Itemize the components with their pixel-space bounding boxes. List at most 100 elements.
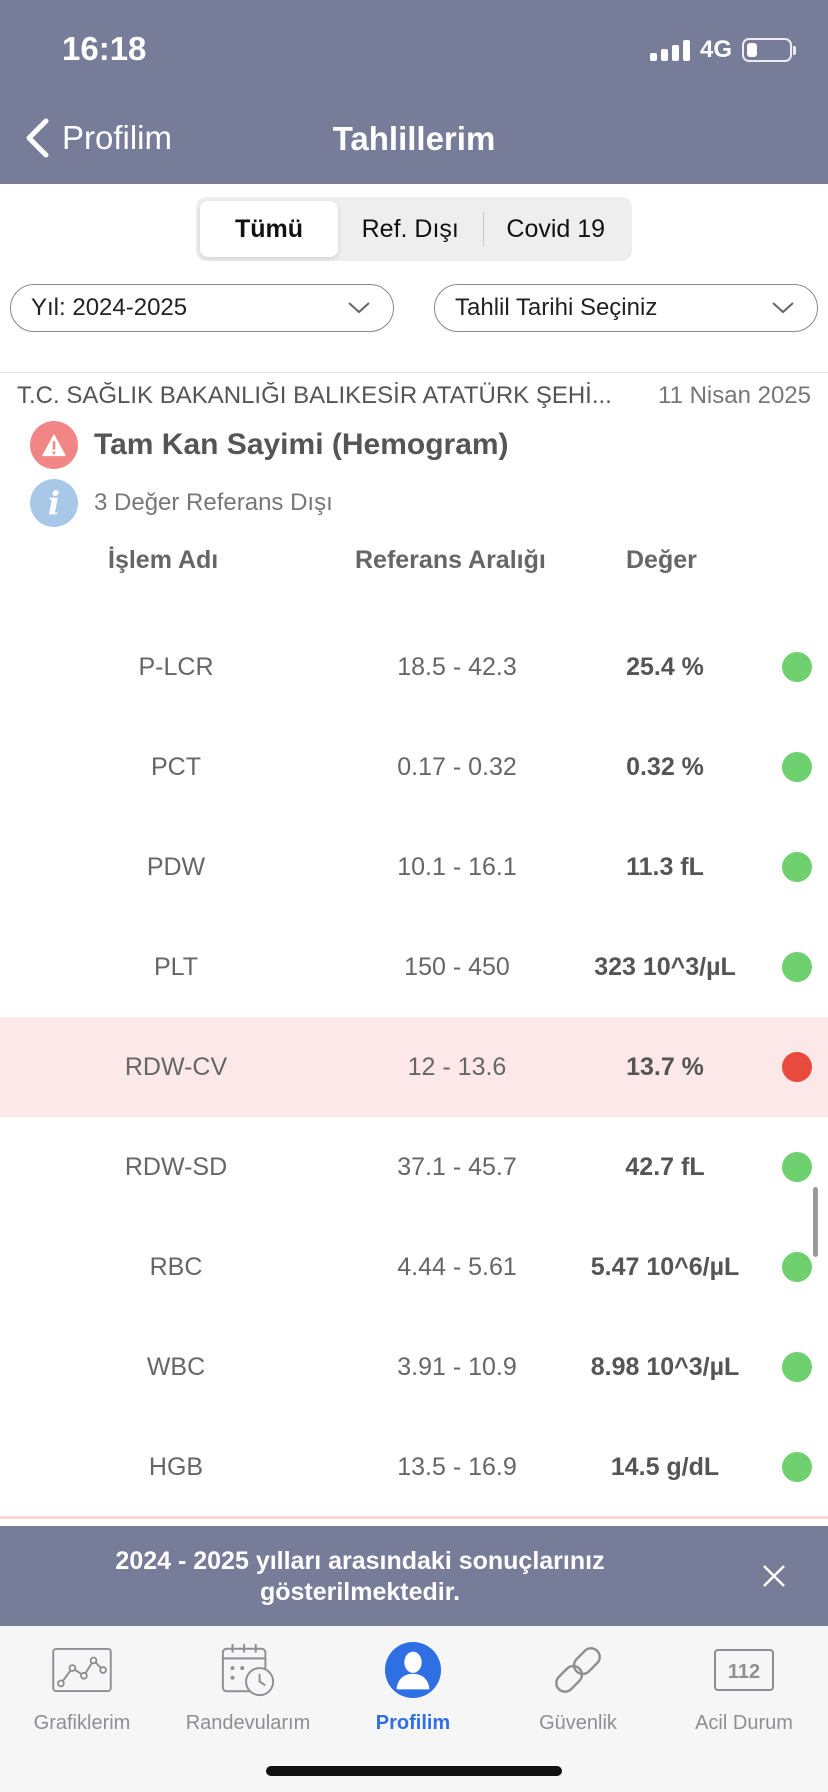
tab-label: Güvenlik [539, 1712, 617, 1734]
table-row[interactable]: PDW 10.1 - 16.1 11.3 fL [0, 817, 828, 917]
network-type: 4G [699, 36, 732, 63]
chevron-left-icon [26, 118, 49, 158]
tab-all[interactable]: Tümü [200, 201, 338, 257]
info-icon: i [30, 479, 78, 527]
status-dot-normal [782, 752, 812, 782]
banner-text: 2024 - 2025 yılları arasındaki sonuçları… [115, 1547, 605, 1606]
table-row-out-of-range[interactable]: RDW-CV 12 - 13.6 13.7 % [0, 1017, 828, 1117]
table-row[interactable]: RDW-SD 37.1 - 45.7 42.7 fL [0, 1117, 828, 1217]
table-row[interactable]: WBC 3.91 - 10.9 8.98 10^3/µL [0, 1317, 828, 1417]
test-item-name: RDW-CV [124, 1052, 228, 1081]
tab-acil-durum[interactable]: 112 Acil Durum [664, 1640, 824, 1750]
result-value: 42.7 fL [625, 1152, 705, 1181]
test-item-name: RBC [149, 1252, 203, 1281]
result-value: 5.47 10^6/µL [590, 1252, 740, 1281]
reference-range: 150 - 450 [404, 952, 510, 981]
result-value: 14.5 g/dL [610, 1452, 720, 1481]
reference-range: 37.1 - 45.7 [397, 1152, 517, 1181]
year-dropdown-value: Yıl: 2024-2025 [31, 294, 188, 321]
report-date: 11 Nisan 2025 [658, 382, 811, 409]
test-item-name: HGB [148, 1452, 204, 1481]
status-dot-normal [782, 1152, 812, 1182]
reference-range: 12 - 13.6 [407, 1052, 507, 1081]
test-date-dropdown-value: Tahlil Tarihi Seçiniz [455, 294, 658, 321]
status-dot-normal [782, 1252, 812, 1282]
test-item-name: PLT [154, 952, 198, 981]
column-header-name: İşlem Adı [108, 546, 219, 574]
info-row: i 3 Değer Referans Dışı [30, 479, 333, 527]
tab-label: Randevularım [185, 1712, 311, 1734]
chevron-down-icon [772, 302, 794, 314]
column-header-range: Referans Aralığı [355, 546, 546, 574]
test-item-name: PDW [146, 852, 206, 881]
tab-label: Acil Durum [695, 1712, 793, 1734]
bottom-tab-bar: Grafiklerim Randevularım Profilim Güvenl… [0, 1626, 828, 1792]
next-row-edge [0, 1516, 828, 1519]
test-item-name: WBC [146, 1352, 206, 1381]
result-value: 0.32 % [626, 752, 704, 781]
tab-covid-19[interactable]: Covid 19 [506, 214, 606, 243]
segment-divider [482, 212, 484, 246]
reference-range: 4.44 - 5.61 [397, 1252, 517, 1281]
tab-guvenlik[interactable]: Güvenlik [498, 1640, 658, 1750]
scrollbar[interactable] [813, 1187, 818, 1257]
status-dot-normal [782, 652, 812, 682]
status-time: 16:18 [62, 30, 147, 67]
result-value: 25.4 % [626, 652, 704, 681]
test-name: Tam Kan Sayimi (Hemogram) [94, 428, 509, 461]
divider [0, 372, 828, 373]
tab-label: Profilim [375, 1712, 451, 1734]
test-item-name: P-LCR [138, 652, 214, 681]
table-row[interactable]: PLT 150 - 450 323 10^3/µL [0, 917, 828, 1017]
reference-range: 3.91 - 10.9 [397, 1352, 517, 1381]
result-value: 13.7 % [626, 1052, 704, 1081]
warning-icon [30, 421, 78, 469]
table-row[interactable]: PCT 0.17 - 0.32 0.32 % [0, 717, 828, 817]
result-value: 11.3 fL [626, 852, 704, 881]
result-value: 8.98 10^3/µL [590, 1352, 740, 1381]
test-date-dropdown[interactable]: Tahlil Tarihi Seçiniz [434, 284, 818, 332]
status-dot-normal [782, 1452, 812, 1482]
status-dot-normal [782, 952, 812, 982]
status-dot-abnormal [782, 1052, 812, 1082]
out-of-range-note: 3 Değer Referans Dışı [94, 489, 333, 516]
status-dot-normal [782, 852, 812, 882]
tab-profilim[interactable]: Profilim [333, 1640, 493, 1750]
test-title-row[interactable]: Tam Kan Sayimi (Hemogram) [30, 421, 509, 469]
table-row[interactable]: HGB 13.5 - 16.9 14.5 g/dL [0, 1417, 828, 1517]
reference-range: 10.1 - 16.1 [397, 852, 517, 881]
year-dropdown[interactable]: Yıl: 2024-2025 [10, 284, 394, 332]
close-icon[interactable] [756, 1558, 792, 1594]
column-header-value: Değer [626, 546, 697, 574]
chart-icon [50, 1640, 114, 1700]
battery-icon [742, 38, 796, 62]
table-row[interactable]: P-LCR 18.5 - 42.3 25.4 % [0, 617, 828, 717]
tab-label: Grafiklerim [33, 1712, 131, 1734]
home-indicator [266, 1766, 562, 1776]
tab-grafiklerim[interactable]: Grafiklerim [2, 1640, 162, 1750]
back-button[interactable]: Profilim [24, 118, 172, 158]
tab-out-of-range[interactable]: Ref. Dışı [361, 214, 459, 243]
table-header: İşlem Adı Referans Aralığı Değer [0, 546, 828, 582]
table-row[interactable]: RBC 4.44 - 5.61 5.47 10^6/µL [0, 1217, 828, 1317]
profile-icon [381, 1640, 445, 1700]
reference-range: 13.5 - 16.9 [397, 1452, 517, 1481]
app-header: 16:18 4G Profilim Tahlillerim [0, 0, 828, 184]
results-list: P-LCR 18.5 - 42.3 25.4 % PCT 0.17 - 0.32… [0, 617, 828, 1517]
emergency-number: 112 [728, 1661, 760, 1683]
status-indicators: 4G [649, 36, 796, 64]
signal-icon [649, 39, 690, 61]
page-title: Tahlillerim [332, 120, 496, 157]
test-item-name: RDW-SD [124, 1152, 228, 1181]
calendar-icon [216, 1640, 280, 1700]
status-dot-normal [782, 1352, 812, 1382]
info-banner: 2024 - 2025 yılları arasındaki sonuçları… [0, 1526, 828, 1626]
link-icon [546, 1640, 610, 1700]
reference-range: 0.17 - 0.32 [397, 752, 517, 781]
reference-range: 18.5 - 42.3 [397, 652, 517, 681]
chevron-down-icon [348, 302, 370, 314]
hospital-name: T.C. SAĞLIK BAKANLIĞI BALIKESİR ATATÜRK … [17, 382, 612, 409]
tab-randevularim[interactable]: Randevularım [168, 1640, 328, 1750]
segmented-control: Tümü Ref. Dışı Covid 19 [196, 197, 632, 261]
test-item-name: PCT [151, 752, 201, 781]
